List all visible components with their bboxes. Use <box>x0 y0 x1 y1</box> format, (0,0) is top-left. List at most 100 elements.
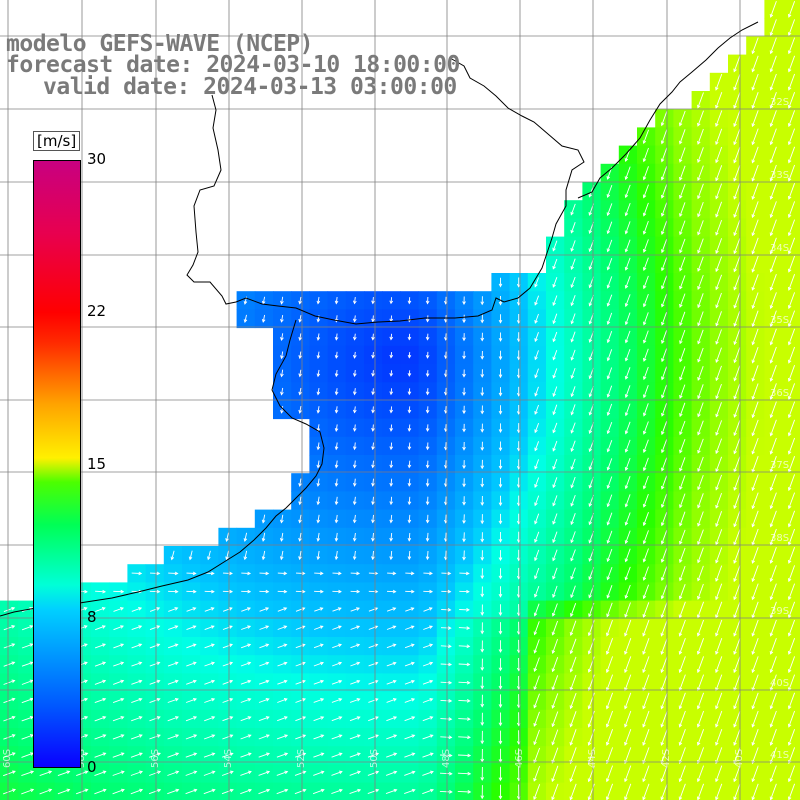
wind-arrow <box>294 770 307 776</box>
wind-arrow <box>425 514 430 524</box>
wind-arrow <box>697 420 704 436</box>
wind-arrow <box>751 310 759 328</box>
wind-arrow <box>462 532 466 543</box>
wind-arrow <box>186 661 197 667</box>
wind-arrow <box>312 788 325 795</box>
wind-arrow <box>570 549 576 562</box>
wind-arrow <box>95 625 106 631</box>
wind-arrow <box>606 184 613 198</box>
wind-arrow <box>552 458 558 470</box>
wind-arrow <box>480 694 485 708</box>
wind-arrow <box>277 607 288 612</box>
wind-arrow <box>570 349 576 361</box>
wind-arrow <box>279 550 284 561</box>
wind-arrow <box>751 437 759 455</box>
wind-arrow <box>222 698 234 703</box>
wind-arrow <box>606 548 613 563</box>
wind-arrow <box>787 237 796 255</box>
wind-arrow <box>458 662 471 667</box>
wind-arrow <box>642 129 650 145</box>
wind-arrow <box>624 602 631 618</box>
wind-arrow <box>534 404 540 415</box>
longitude-label: 42S <box>661 749 672 768</box>
wind-arrow <box>642 330 649 344</box>
wind-arrow <box>258 752 270 758</box>
wind-arrow <box>733 729 741 746</box>
wind-arrow <box>480 586 485 598</box>
wind-arrow <box>425 532 430 542</box>
wind-arrow <box>769 19 777 37</box>
wind-arrow <box>534 549 540 562</box>
wind-arrow <box>751 565 759 583</box>
wind-arrow <box>295 607 306 612</box>
wind-arrow <box>316 369 321 378</box>
wind-arrow <box>570 240 576 252</box>
wind-arrow <box>462 496 466 506</box>
wind-arrow <box>624 674 632 692</box>
wind-arrow <box>715 420 723 436</box>
wind-arrow <box>642 602 650 618</box>
wind-arrow <box>787 219 796 237</box>
wind-arrow <box>113 643 125 649</box>
wind-arrow <box>552 404 558 416</box>
wind-arrow <box>696 692 705 710</box>
wind-arrow <box>661 457 668 472</box>
wind-arrow <box>715 238 723 254</box>
wind-arrow <box>462 314 466 324</box>
wind-arrow <box>334 296 339 305</box>
wind-arrow <box>3 661 16 667</box>
wind-arrow <box>462 478 466 488</box>
wind-arrow <box>679 493 686 509</box>
wind-arrow <box>679 293 686 308</box>
wind-arrow <box>569 729 577 746</box>
wind-arrow <box>316 442 321 451</box>
wind-arrow <box>480 387 485 397</box>
wind-arrow <box>751 401 759 419</box>
wind-arrow <box>606 512 613 526</box>
wind-arrow <box>660 493 668 508</box>
wind-arrow <box>697 220 704 236</box>
wind-arrow <box>660 584 668 600</box>
wind-arrow <box>551 620 559 636</box>
wind-arrow <box>313 716 325 722</box>
wind-arrow <box>715 146 723 164</box>
wind-arrow <box>458 699 471 703</box>
wind-arrow <box>149 716 161 722</box>
wind-arrow <box>316 550 321 561</box>
wind-arrow <box>697 565 704 582</box>
wind-arrow <box>298 550 302 561</box>
wind-arrow <box>314 625 324 630</box>
wind-arrow <box>334 550 339 561</box>
wind-arrow <box>733 365 741 382</box>
wind-arrow <box>605 692 614 710</box>
wind-arrow <box>624 494 631 508</box>
wind-arrow <box>769 565 777 583</box>
wind-arrow <box>148 788 162 795</box>
wind-arrow <box>39 770 53 777</box>
wind-arrow <box>404 752 416 758</box>
wind-arrow <box>407 550 412 561</box>
wind-arrow <box>130 770 143 776</box>
wind-arrow <box>552 295 558 306</box>
wind-arrow <box>480 766 485 781</box>
wind-arrow <box>715 547 723 564</box>
wind-arrow <box>240 770 252 776</box>
wind-arrow <box>186 589 197 594</box>
wind-arrow <box>751 474 759 492</box>
wind-arrow <box>787 310 796 328</box>
wind-arrow <box>316 296 321 305</box>
wind-arrow <box>587 710 595 728</box>
wind-arrow <box>642 166 649 181</box>
wind-arrow <box>371 297 375 305</box>
wind-arrow <box>624 348 631 362</box>
wind-arrow <box>407 297 412 305</box>
wind-arrow <box>534 441 540 452</box>
wind-arrow <box>715 402 722 418</box>
wind-arrow <box>551 729 559 746</box>
wind-arrow <box>769 674 777 692</box>
wind-arrow <box>441 608 452 612</box>
wind-arrow <box>440 644 452 649</box>
wind-arrow <box>787 164 796 182</box>
wind-arrow <box>21 770 35 777</box>
wind-arrow <box>371 532 375 542</box>
